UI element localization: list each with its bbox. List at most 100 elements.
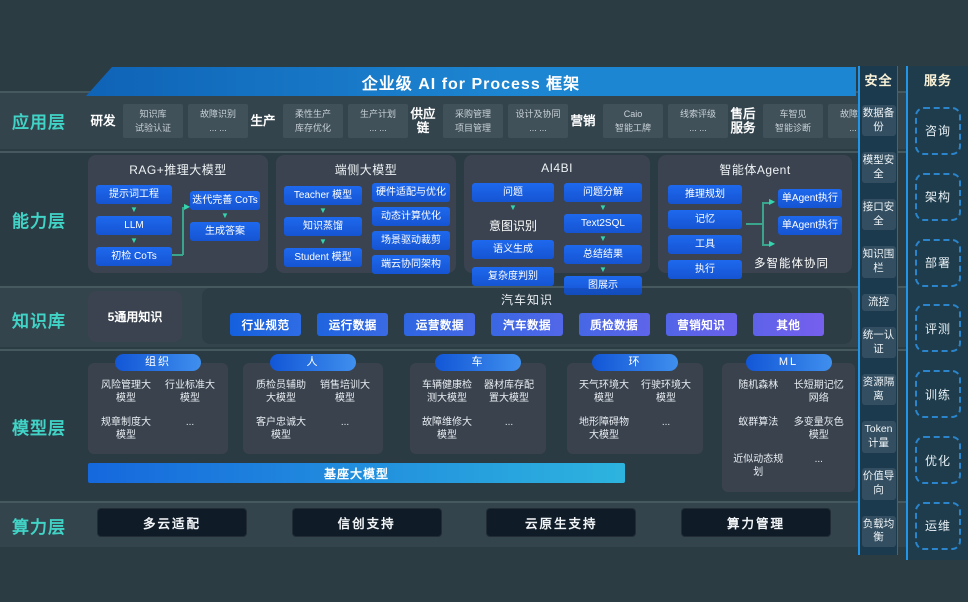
single-agent-node: 单Agent执行 — [778, 216, 842, 235]
app-group-supply-chain: 供应链 采购管理 项目管理 设计及协同 ... ... — [408, 103, 568, 139]
rag-card: RAG+推理大模型 提示词工程 ▼ LLM ▼ 初检 CoTs 迭代完善 CoT… — [88, 155, 268, 273]
layer-label-compute: 算力层 — [12, 518, 66, 537]
model-item: 近似动态规划 — [733, 454, 784, 478]
arrow-down-icon: ▼ — [319, 206, 327, 215]
model-group-pill: 车 — [435, 354, 521, 371]
edge-card-title: 端侧大模型 — [334, 163, 398, 177]
edge-right-column: 硬件适配与优化 动态计算优化 场景驱动裁剪 端云协同架构 — [372, 183, 450, 274]
agent-card: 智能体Agent 推理规划 记忆 工具 执行 单Agent执行 单Agent执行… — [658, 155, 852, 279]
service-item: 训练 — [915, 370, 961, 419]
ai4bi-right-column: 问题分解 ▼ Text2SQL ▼ 总结结果 ▼ 图展示 — [564, 183, 642, 295]
knowledge-chip: 其他 — [752, 313, 824, 336]
model-item: 行业标准大模型 — [165, 380, 215, 404]
distillation-node: 知识蒸馏 — [284, 217, 362, 236]
app-chip-line: 车智见 — [779, 108, 807, 119]
service-title: 服务 — [923, 73, 952, 88]
model-group-grid: 天气环境大模型 行驶环境大模型 地形障碍物大模型 ... — [567, 363, 703, 442]
auto-knowledge-group: 汽车知识 行业规范 运行数据 运营数据 汽车数据 质检数据 营销知识 其他 — [202, 288, 852, 344]
model-item: 器材库存配置大模型 — [484, 380, 534, 404]
layer-label-knowledge: 知识库 — [12, 312, 66, 331]
semantic-generation-node: 语义生成 — [472, 240, 554, 259]
app-chip-line: 智能诊断 — [774, 123, 811, 133]
app-chip: 生产计划 ... ... — [348, 103, 408, 139]
app-chip-line: 柔性生产 — [294, 108, 331, 119]
model-group-grid: 质检员辅助大模型 销售培训大模型 客户忠诚大模型 ... — [243, 363, 383, 442]
ai4bi-card-title: AI4BI — [541, 161, 573, 175]
app-chip: 故障识别 ... ... — [188, 103, 248, 139]
app-chip-line: ... ... — [209, 123, 227, 133]
ai4bi-left-column: 问题 ▼ 意图识别 语义生成 复杂度判别 — [472, 183, 554, 286]
model-item: 规章制度大模型 — [101, 417, 151, 441]
model-group-organization: 组织 风险管理大模型 行业标准大模型 规章制度大模型 ... — [88, 354, 228, 454]
auto-knowledge-title: 汽车知识 — [500, 293, 553, 307]
question-decompose-node: 问题分解 — [564, 183, 642, 202]
knowledge-chip: 营销知识 — [665, 313, 737, 336]
app-chip-line: 采购管理 — [454, 108, 491, 119]
arrow-right-icon: ▶ — [769, 239, 776, 248]
model-group-environment: 环 天气环境大模型 行驶环境大模型 地形障碍物大模型 ... — [567, 354, 703, 454]
app-chip-line: 库存优化 — [294, 123, 331, 133]
model-item: 随机森林 — [738, 380, 779, 391]
intent-recognition-node: 意图识别 — [488, 219, 537, 233]
model-item: ... — [185, 417, 195, 428]
model-item: ... — [814, 454, 823, 465]
model-group-pill: 组织 — [115, 354, 201, 371]
arrow-right-icon: ▶ — [184, 202, 191, 211]
model-item: 地形障碍物大模型 — [579, 417, 629, 441]
app-chip: 线索评级 ... ... — [668, 103, 728, 139]
tools-node: 工具 — [668, 235, 742, 254]
app-group-label: 研发 — [90, 113, 116, 128]
app-chip: 车智见 智能诊断 — [763, 103, 823, 139]
app-chip-line: 设计及协同 — [515, 108, 561, 119]
connector-line — [172, 254, 183, 256]
service-item: 架构 — [915, 172, 961, 221]
security-item: 负载均衡 — [861, 515, 896, 547]
knowledge-chip: 质检数据 — [578, 313, 650, 336]
service-item: 评测 — [915, 304, 961, 353]
arrow-down-icon: ▼ — [319, 237, 327, 246]
student-model-node: Student 模型 — [284, 248, 362, 267]
model-group-grid: 车辆健康检测大模型 器材库存配置大模型 故障维修大模型 ... — [410, 363, 546, 442]
model-group-vehicle: 车 车辆健康检测大模型 器材库存配置大模型 故障维修大模型 ... — [410, 354, 546, 454]
service-column: 服务 咨询 架构 部署 评测 训练 优化 运维 — [906, 66, 968, 560]
app-chip-line: ... ... — [849, 123, 867, 133]
app-chip-line: ... ... — [529, 123, 547, 133]
app-group-production: 生产 柔性生产 库存优化 生产计划 ... ... — [248, 103, 408, 139]
agent-left-column: 推理规划 记忆 工具 执行 — [668, 185, 742, 279]
agent-card-title: 智能体Agent — [719, 163, 791, 177]
visualize-node: 图展示 — [564, 276, 642, 295]
model-item: 故障维修大模型 — [422, 417, 472, 441]
model-item: 多变量灰色模型 — [793, 417, 844, 441]
model-item: 天气环境大模型 — [579, 380, 629, 404]
connector-line — [762, 244, 770, 246]
app-chip-line: ... ... — [369, 123, 387, 133]
connector-line — [746, 223, 763, 225]
model-item: 风险管理大模型 — [101, 380, 151, 404]
agent-right-column: 单Agent执行 单Agent执行 — [778, 189, 842, 235]
rag-right-column: 迭代完善 CoTs ▼ 生成答案 — [190, 191, 260, 241]
model-item: 销售培训大模型 — [320, 380, 370, 404]
app-chip: 设计及协同 ... ... — [508, 103, 568, 139]
security-item: 接口安全 — [861, 199, 896, 231]
security-item: 知识围栏 — [861, 246, 896, 278]
compute-mgmt-button: 算力管理 — [680, 508, 831, 537]
multicloud-button: 多云适配 — [97, 508, 247, 537]
model-group-grid: 随机森林 长短期记忆网络 蚁群算法 多变量灰色模型 近似动态规划 ... — [722, 363, 855, 479]
model-item: 长短期记忆网络 — [793, 380, 844, 404]
model-item: 车辆健康检测大模型 — [422, 380, 472, 404]
security-item: 价值导向 — [861, 468, 896, 500]
app-group-label: 售后服务 — [730, 106, 756, 135]
summarize-node: 总结结果 — [564, 245, 642, 264]
cloudnative-button: 云原生支持 — [486, 508, 637, 537]
app-group-label: 生产 — [250, 113, 276, 128]
model-group-ml: ML 随机森林 长短期记忆网络 蚁群算法 多变量灰色模型 近似动态规划 ... — [722, 354, 855, 492]
banner: 企业级 AI for Process 框架 — [86, 67, 856, 96]
model-item: ... — [504, 417, 514, 428]
execute-node: 执行 — [668, 260, 742, 279]
banner-title: 企业级 AI for Process 框架 — [361, 75, 581, 93]
planning-node: 推理规划 — [668, 185, 742, 204]
arrow-down-icon: ▼ — [221, 211, 229, 220]
arrow-down-icon: ▼ — [599, 265, 607, 274]
connector-line — [762, 202, 764, 245]
model-group-pill: 人 — [270, 354, 356, 371]
